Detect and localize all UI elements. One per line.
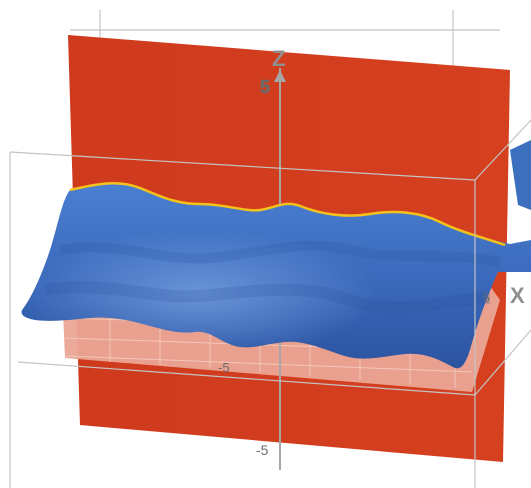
z-axis-arrow-icon (274, 70, 286, 82)
z-tick-top: 5 (260, 77, 270, 97)
x-axis-label: X (510, 283, 525, 308)
z-axis-label: Z (272, 46, 285, 71)
x-tick-near: -5 (218, 360, 230, 375)
intersection-curve (69, 181, 506, 247)
bounding-box-front (9, 119, 531, 488)
x-tick-far: 5 (483, 291, 490, 305)
wave-surface (21, 140, 531, 369)
z-tick-bottom: -5 (256, 442, 269, 458)
surface-edge-right (510, 140, 531, 210)
